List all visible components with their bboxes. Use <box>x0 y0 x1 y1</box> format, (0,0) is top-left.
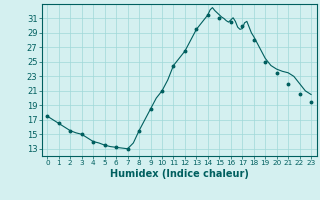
X-axis label: Humidex (Indice chaleur): Humidex (Indice chaleur) <box>110 169 249 179</box>
